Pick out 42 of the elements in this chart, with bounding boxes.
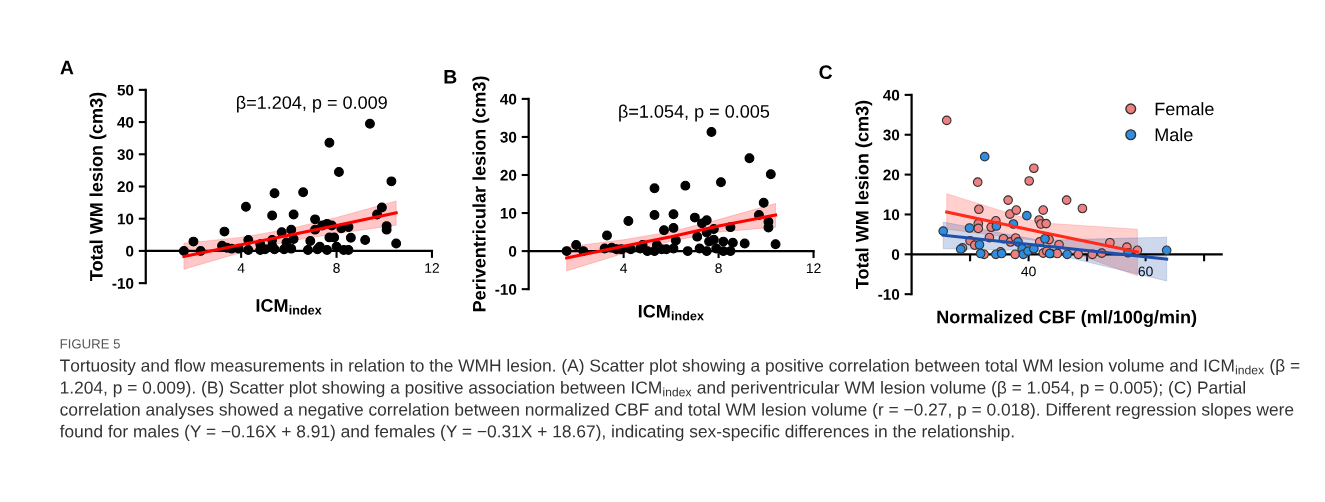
y-tick-label: -10 [112,278,134,289]
x-tick-label: 12 [425,263,439,273]
y-tick-label: -10 [495,284,517,295]
annotation: β=1.204, p = 0.009 [237,95,387,113]
y-tick-label: 40 [117,116,134,128]
caption: FIGURE 5 [60,339,120,349]
y-tick-label: 30 [500,131,517,143]
x-axis-title: ICM$_{index}$ [256,299,322,315]
y-tick-label: 40 [500,93,517,105]
y-tick-label: 0 [891,249,900,260]
y-tick-label: 0 [126,245,134,257]
y-tick-label: 20 [500,169,517,181]
x-tick-label: 12 [806,263,821,273]
x-tick-label: 60 [1138,266,1153,277]
y-tick-label: 0 [508,245,517,257]
x-tick-label: 8 [715,263,722,274]
y-tick-label: 10 [883,209,900,221]
chart-title: C [819,65,833,80]
y-tick-label: 30 [883,129,900,141]
y-tick-label: 20 [117,181,134,193]
y-tick-label: 50 [117,84,134,96]
x-tick-label: 40 [1021,266,1036,277]
y-axis-title: Periventricular lesion (cm3) [472,76,490,312]
y-tick-label: 10 [500,207,517,219]
x-tick-label: 4 [620,263,628,273]
annotation: β=1.054, p = 0.005 [619,104,770,122]
y-tick-label: 40 [883,89,900,101]
x-tick-label: 4 [237,263,245,273]
y-axis-title: Total WM lesion (cm3) [855,100,873,289]
legend-label: Male [1155,127,1193,142]
x-axis-title: ICM$_{index}$ [638,304,704,321]
chart-title: B [444,70,457,84]
chart-title: A [60,60,74,75]
x-axis-title: Normalized CBF (ml/100g/min) [937,310,1197,328]
legend-label: Female [1155,102,1214,116]
y-axis-title: Total WM lesion (cm3) [89,92,107,281]
y-tick-label: 20 [883,169,900,181]
y-tick-label: 30 [117,149,134,160]
y-tick-label: -10 [878,289,900,300]
text: Tortuosity and flow measurements in relation to the WMH lesion. (A) Scatter plot showing a positive correlation between total WM lesion volume and ICM$_{index}$ (β = 1.204, p = 0.009). (B) Scatter plot showing a positive association between ICM$_{index}$ and periventricular WM lesion volume (β = 1.054, p = 0.005); (C) Partial correlation analyses showed a negative correlation between normalized CBF and total WM lesion volume (r = −0.27, p = 0.018). Different regression slopes were found for males (Y = −0.16X + 8.91) and females (Y = −0.31X + 18.67), indicating sex-specific differences in the relationship. [59,358,1300,441]
x-tick-label: 8 [333,263,340,273]
y-tick-label: 10 [117,213,134,225]
